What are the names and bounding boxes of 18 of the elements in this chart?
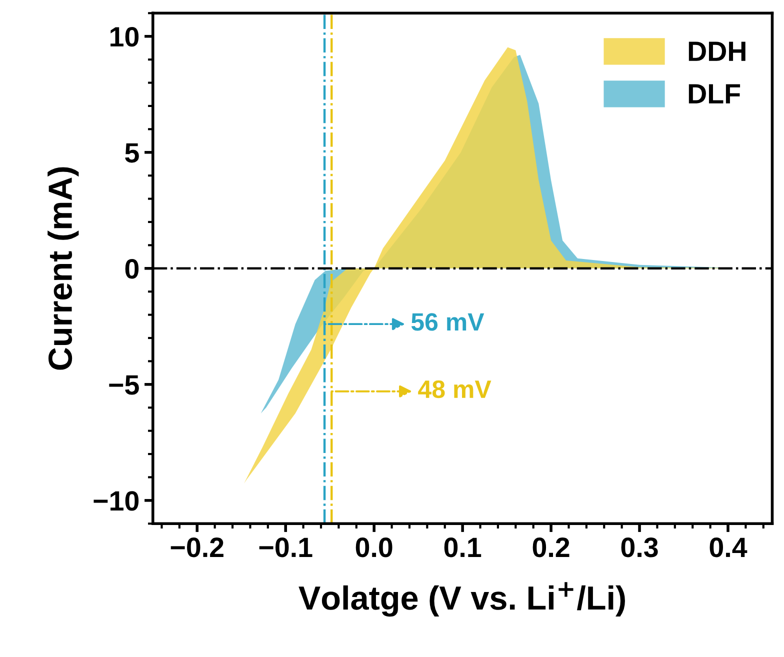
y-tick-label: −5	[109, 375, 139, 395]
annotation: 48 mV	[418, 380, 492, 398]
x-tick-label: −0.2	[170, 538, 224, 558]
x-tick-label: 0.3	[621, 538, 658, 558]
x-tick-label: 0.1	[444, 538, 482, 558]
y-tick-label: 10	[110, 27, 139, 47]
legend-label: DDH	[688, 42, 746, 61]
x-axis-title: Volatge (V vs. Li$^{+}$/Li)	[298, 582, 625, 617]
y-tick-label: 0	[125, 259, 139, 279]
text: 0.0	[356, 538, 392, 558]
y-tick-label: 5	[125, 143, 139, 163]
x-tick-label: 0.4	[710, 538, 748, 558]
legend-label: DLF	[688, 84, 740, 104]
x-tick-label: −0.1	[259, 538, 312, 558]
y-axis-title: Current (mA)	[48, 167, 79, 370]
x-tick-label: 0.2	[532, 538, 570, 558]
y-tick-label: −10	[94, 491, 139, 511]
annotation: 56 mV	[411, 313, 484, 331]
